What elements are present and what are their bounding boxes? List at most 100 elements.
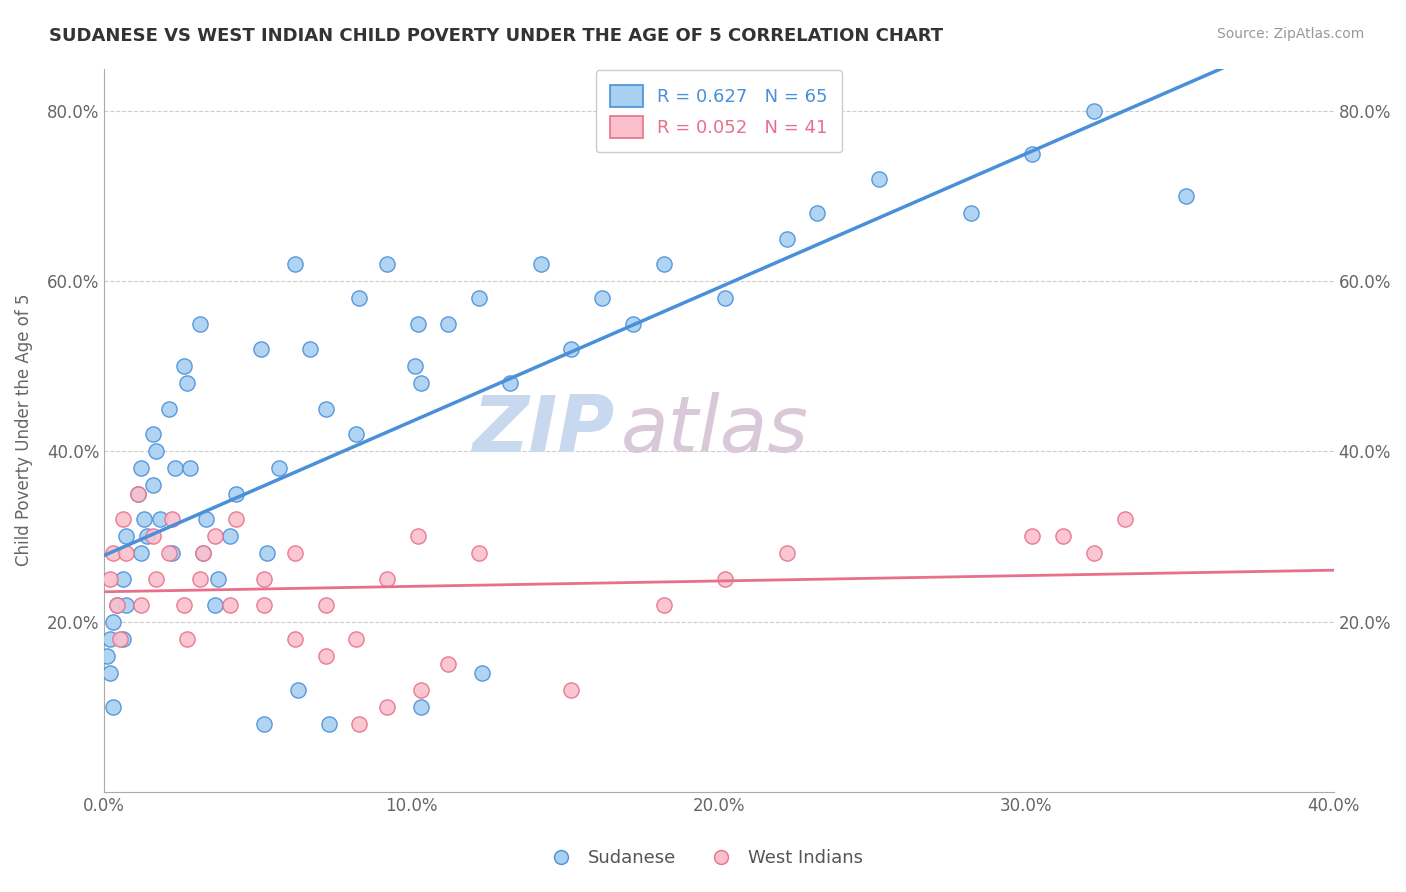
Text: Source: ZipAtlas.com: Source: ZipAtlas.com: [1216, 27, 1364, 41]
Point: [225, 487, 247, 501]
Point: [142, 427, 165, 442]
Point: [1021, 529, 1043, 543]
Y-axis label: Child Poverty Under the Age of 5: Child Poverty Under the Age of 5: [15, 293, 32, 566]
Point: [179, 461, 201, 475]
Point: [160, 512, 183, 526]
Point: [129, 546, 152, 560]
Point: [142, 529, 165, 543]
Point: [188, 317, 211, 331]
Point: [406, 317, 429, 331]
Point: [375, 572, 398, 586]
Point: [129, 461, 152, 475]
Point: [114, 546, 136, 560]
Point: [191, 546, 214, 560]
Point: [127, 487, 149, 501]
Point: [591, 291, 613, 305]
Point: [960, 206, 983, 220]
Point: [1175, 189, 1198, 203]
Text: ZIP: ZIP: [472, 392, 614, 468]
Point: [204, 529, 226, 543]
Point: [96, 648, 118, 663]
Text: SUDANESE VS WEST INDIAN CHILD POVERTY UNDER THE AGE OF 5 CORRELATION CHART: SUDANESE VS WEST INDIAN CHILD POVERTY UN…: [49, 27, 943, 45]
Point: [349, 291, 371, 305]
Point: [349, 716, 371, 731]
Point: [103, 699, 125, 714]
Text: atlas: atlas: [620, 392, 808, 468]
Point: [160, 546, 183, 560]
Point: [134, 512, 156, 526]
Point: [868, 172, 890, 186]
Point: [253, 572, 276, 586]
Point: [100, 572, 122, 586]
Point: [253, 598, 276, 612]
Point: [299, 343, 322, 357]
Point: [409, 376, 432, 391]
Point: [103, 546, 125, 560]
Point: [806, 206, 828, 220]
Point: [136, 529, 159, 543]
Point: [1083, 546, 1105, 560]
Point: [406, 529, 429, 543]
Point: [127, 487, 149, 501]
Point: [157, 546, 180, 560]
Point: [560, 343, 582, 357]
Point: [284, 257, 307, 271]
Point: [714, 572, 737, 586]
Point: [315, 648, 337, 663]
Point: [652, 598, 675, 612]
Point: [344, 632, 367, 646]
Point: [375, 257, 398, 271]
Point: [318, 716, 340, 731]
Legend: Sudanese, West Indians: Sudanese, West Indians: [536, 842, 870, 874]
Point: [256, 546, 278, 560]
Point: [437, 657, 460, 671]
Point: [471, 665, 494, 680]
Point: [1052, 529, 1074, 543]
Point: [100, 632, 122, 646]
Point: [105, 598, 128, 612]
Point: [1114, 512, 1136, 526]
Point: [157, 401, 180, 416]
Point: [173, 359, 195, 374]
Point: [163, 461, 186, 475]
Point: [129, 598, 152, 612]
Point: [284, 546, 307, 560]
Legend: R = 0.627   N = 65, R = 0.052   N = 41: R = 0.627 N = 65, R = 0.052 N = 41: [596, 70, 842, 153]
Point: [111, 632, 134, 646]
Point: [207, 572, 229, 586]
Point: [404, 359, 426, 374]
Point: [437, 317, 460, 331]
Point: [1083, 104, 1105, 119]
Point: [560, 682, 582, 697]
Point: [176, 632, 198, 646]
Point: [142, 478, 165, 492]
Point: [148, 512, 170, 526]
Point: [219, 529, 242, 543]
Point: [468, 546, 491, 560]
Point: [204, 598, 226, 612]
Point: [176, 376, 198, 391]
Point: [375, 699, 398, 714]
Point: [219, 598, 242, 612]
Point: [1021, 146, 1043, 161]
Point: [315, 401, 337, 416]
Point: [775, 232, 797, 246]
Point: [652, 257, 675, 271]
Point: [173, 598, 195, 612]
Point: [114, 598, 136, 612]
Point: [775, 546, 797, 560]
Point: [714, 291, 737, 305]
Point: [409, 682, 432, 697]
Point: [284, 632, 307, 646]
Point: [114, 529, 136, 543]
Point: [530, 257, 553, 271]
Point: [103, 615, 125, 629]
Point: [100, 665, 122, 680]
Point: [621, 317, 644, 331]
Point: [344, 427, 367, 442]
Point: [105, 598, 128, 612]
Point: [191, 546, 214, 560]
Point: [269, 461, 291, 475]
Point: [194, 512, 217, 526]
Point: [409, 699, 432, 714]
